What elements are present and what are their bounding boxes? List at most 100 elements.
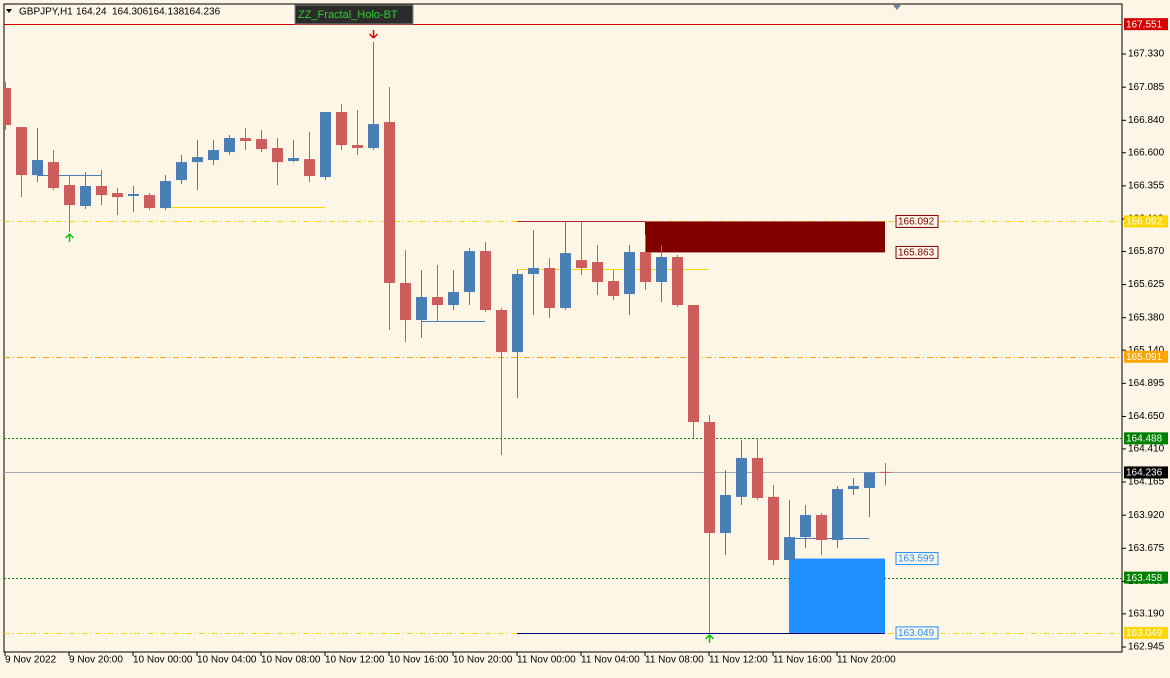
candle-body <box>512 274 523 353</box>
plot-area <box>4 24 1122 643</box>
x-tick-label: 9 Nov 2022 <box>5 655 57 666</box>
y-tick-label: 164.410 <box>1128 444 1165 455</box>
y-tick-label: 166.840 <box>1128 115 1165 126</box>
level-label: 163.049 <box>1126 628 1163 639</box>
candle-body <box>208 150 219 161</box>
y-tick-label: 166.600 <box>1128 147 1165 158</box>
x-tick-label: 11 Nov 04:00 <box>581 655 640 666</box>
menu-triangle[interactable] <box>6 9 12 13</box>
candle-body <box>304 159 315 177</box>
candle-body <box>128 193 139 197</box>
candle-body <box>592 262 603 283</box>
candle-body <box>4 87 11 126</box>
symbol: GBPJPY,H1 <box>19 7 73 18</box>
candle-body <box>48 162 59 189</box>
y-tick-label: 165.870 <box>1128 246 1165 257</box>
candle-body <box>528 267 539 275</box>
y-tick-label: 163.675 <box>1128 543 1165 554</box>
candle-body <box>80 186 91 207</box>
candle-body <box>256 139 267 150</box>
candle-body <box>864 472 875 488</box>
candle-body <box>496 310 507 353</box>
zone-price-box <box>895 552 939 566</box>
shift-marker <box>893 5 901 10</box>
level-label-box <box>1124 466 1168 479</box>
candle-body <box>112 193 123 198</box>
candle-body <box>320 112 331 178</box>
x-tick-label: 10 Nov 12:00 <box>325 655 385 666</box>
indicator-label[interactable]: ZZ_Fractal_Holo-BT <box>298 9 398 21</box>
x-tick-label: 9 Nov 20:00 <box>69 655 123 666</box>
y-tick-label: 165.140 <box>1128 345 1165 356</box>
signal-arrow <box>368 29 379 39</box>
ohlc-open: 164.24 <box>76 7 107 18</box>
price-axis: 167.330167.085166.840166.600166.355166.1… <box>1122 18 1168 653</box>
zone-price-box <box>895 245 939 259</box>
y-tick-label: 165.380 <box>1128 312 1165 323</box>
ohlc-close: 164.236 <box>184 7 221 18</box>
x-tick-label: 10 Nov 08:00 <box>261 655 321 666</box>
signal-arrow <box>64 233 75 242</box>
candle-body <box>368 124 379 149</box>
candle-body <box>544 267 555 308</box>
zone-price-box <box>895 214 939 228</box>
candle-body <box>288 158 299 161</box>
candle-body <box>176 162 187 181</box>
level-label: 166.092 <box>1126 217 1163 228</box>
candle-body <box>336 112 347 146</box>
zone-price-label: 166.092 <box>898 217 935 228</box>
x-tick-label: 10 Nov 00:00 <box>133 655 193 666</box>
candle-body <box>384 122 395 283</box>
candle-body <box>160 181 171 209</box>
level-label-box <box>1124 215 1168 228</box>
candle-body <box>96 186 107 196</box>
candle-body <box>688 305 699 422</box>
candle-body <box>240 138 251 141</box>
candle-body <box>416 297 427 321</box>
candle-body <box>624 252 635 295</box>
y-tick-label: 164.165 <box>1128 477 1165 488</box>
candle-body <box>432 297 443 306</box>
y-tick-label: 167.330 <box>1128 49 1165 60</box>
x-tick-label: 10 Nov 04:00 <box>197 655 257 666</box>
level-label-box <box>1124 350 1168 363</box>
level-label: 164.236 <box>1126 468 1163 479</box>
ohlc-high: 164.306 <box>112 7 149 18</box>
candle-body <box>32 160 43 176</box>
x-tick-label: 11 Nov 00:00 <box>517 655 576 666</box>
candle-body <box>16 127 27 176</box>
x-tick-label: 11 Nov 12:00 <box>709 655 768 666</box>
candle-body <box>704 421 715 534</box>
candle-body <box>560 253 571 308</box>
plot-frame <box>3 3 1123 653</box>
zone-price-label: 163.049 <box>898 628 935 639</box>
candle-body <box>400 282 411 321</box>
candle-body <box>752 457 763 498</box>
candle-body <box>464 251 475 293</box>
y-tick-label: 167.085 <box>1128 82 1165 93</box>
y-tick-label: 163.190 <box>1128 609 1165 620</box>
y-tick-label: 166.355 <box>1128 181 1165 192</box>
zone-price-label: 165.863 <box>898 248 935 259</box>
zone <box>645 221 885 253</box>
candle-body <box>576 260 587 268</box>
candle-body <box>224 138 235 153</box>
x-tick-label: 11 Nov 20:00 <box>837 655 896 666</box>
candle-body <box>768 496 779 561</box>
level-label-box <box>1124 432 1168 445</box>
candle-body <box>656 257 667 283</box>
indicator-button[interactable] <box>294 4 414 25</box>
x-tick-label: 11 Nov 08:00 <box>645 655 704 666</box>
candle-body <box>880 471 891 473</box>
level-label: 163.458 <box>1126 573 1163 584</box>
candle-body <box>832 489 843 541</box>
y-tick-label: 162.945 <box>1128 642 1165 653</box>
candle-body <box>640 252 651 283</box>
zone-price-label: 163.599 <box>898 554 935 565</box>
y-tick-label: 163.920 <box>1128 510 1165 521</box>
y-tick-label: 165.625 <box>1128 279 1165 290</box>
level-label-box <box>1124 18 1168 31</box>
ohlc-low: 164.138 <box>148 7 185 18</box>
level-label: 164.488 <box>1126 433 1163 444</box>
